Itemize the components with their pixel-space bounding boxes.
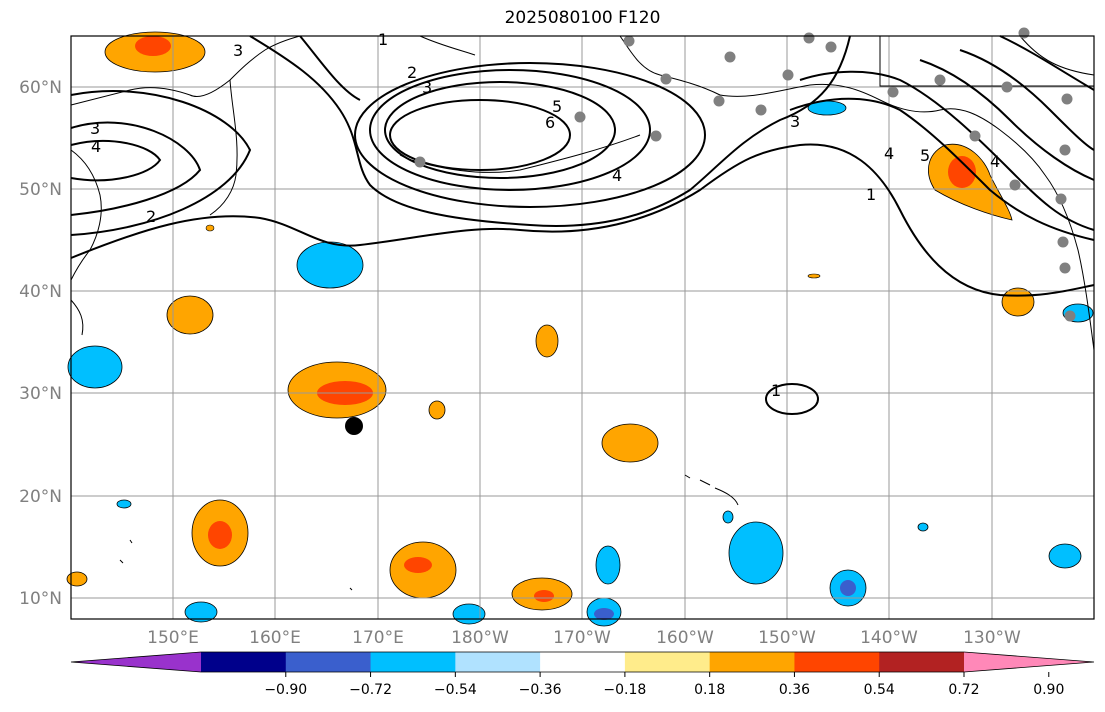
- colorbar-outline: [70, 651, 1095, 673]
- colorbar-tick-label: 0.72: [948, 682, 979, 698]
- latitude-labels: 60°N 50°N 40°N 30°N 20°N 10°N: [19, 78, 62, 609]
- colorbar-tick-label: −0.90: [264, 682, 307, 698]
- longitude-labels: 150°E 160°E 170°E 180°W 170°W 160°W 150°…: [147, 628, 1021, 648]
- contour-label: 1: [378, 30, 388, 49]
- lat-label: 10°N: [19, 589, 62, 609]
- contour-label: 6: [545, 113, 555, 132]
- coastlines: [70, 35, 1095, 591]
- colorbar-segment: [794, 652, 880, 672]
- contour-label: 5: [920, 146, 930, 165]
- map-title: 2025080100 F120: [504, 8, 661, 28]
- colorbar-tick-label: −0.54: [434, 682, 477, 698]
- graticule: [71, 36, 1094, 619]
- contour-label: 3: [790, 112, 800, 131]
- lon-label: 150°E: [147, 628, 199, 648]
- contour-label: 2: [407, 63, 417, 82]
- lat-label: 30°N: [19, 384, 62, 404]
- colorbar-tick-label: 0.18: [694, 682, 725, 698]
- lon-label: 150°W: [758, 628, 816, 648]
- contour-label: 3: [233, 41, 243, 60]
- lon-label: 140°W: [860, 628, 918, 648]
- colorbar-tick-label: −0.72: [349, 682, 392, 698]
- colorbar-tick-label: 0.36: [779, 682, 810, 698]
- lon-label: 170°E: [352, 628, 404, 648]
- colorbar: −0.90 −0.72 −0.54 −0.36 −0.18 0.18 0.36 0.54 0.7…: [70, 651, 1095, 698]
- lon-label: 160°E: [249, 628, 301, 648]
- station-markers: [414, 27, 1076, 322]
- colorbar-segment: [709, 652, 795, 672]
- contour-label: 3: [90, 119, 100, 138]
- map-frame: [70, 35, 1095, 620]
- contour-label: 2: [146, 207, 156, 226]
- lon-label: 160°W: [656, 628, 714, 648]
- colorbar-tick-label: −0.36: [519, 682, 562, 698]
- colorbar-extend-high: [964, 652, 1094, 672]
- colorbar-segment: [879, 652, 965, 672]
- contour-label-layer: 1 2 3 3 4 2 3 4 5 6 4 3 4 5 1 1: [90, 30, 1000, 400]
- lon-label: 180°W: [451, 628, 509, 648]
- colorbar-segment: [455, 652, 541, 672]
- colorbar-tick-label: −0.18: [603, 682, 646, 698]
- height-contours: [70, 35, 1095, 415]
- contour-label: 4: [990, 152, 1000, 171]
- contour-label: 4: [612, 166, 622, 185]
- colorbar-tick-label: 0.90: [1033, 682, 1064, 698]
- contour-label: 5: [552, 97, 562, 116]
- lat-label: 20°N: [19, 487, 62, 507]
- contour-label: 4: [884, 144, 894, 163]
- contour-label: 4: [91, 137, 101, 156]
- colorbar-segment: [201, 652, 287, 672]
- anomaly-fill-layer: [66, 31, 1094, 627]
- lon-label: 130°W: [963, 628, 1021, 648]
- lat-label: 40°N: [19, 282, 62, 302]
- colorbar-extend-low: [71, 652, 201, 672]
- colorbar-segment: [370, 652, 456, 672]
- colorbar-tick-label: 0.54: [864, 682, 895, 698]
- colorbar-segment: [285, 652, 372, 672]
- contour-label: 1: [866, 185, 876, 204]
- contour-label: 1: [771, 381, 781, 400]
- lat-label: 50°N: [19, 180, 62, 200]
- colorbar-segment: [540, 652, 626, 672]
- storm-position-marker: [345, 417, 363, 435]
- lon-label: 170°W: [553, 628, 611, 648]
- contour-label: 3: [422, 78, 432, 97]
- colorbar-segment: [624, 652, 711, 672]
- lat-label: 60°N: [19, 78, 62, 98]
